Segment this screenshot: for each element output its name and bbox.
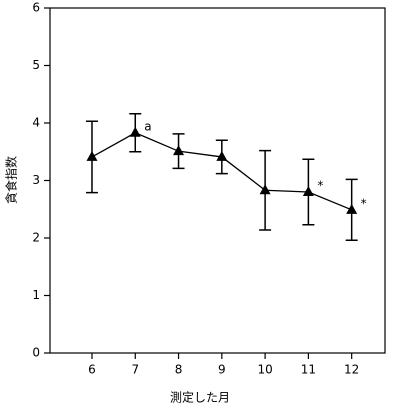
y-tick-label: 6 — [32, 1, 40, 15]
y-tick-label: 0 — [32, 346, 40, 360]
x-tick-label: 10 — [257, 363, 272, 377]
x-tick-label: 6 — [88, 363, 96, 377]
x-tick-label: 8 — [175, 363, 183, 377]
y-tick-label: 1 — [32, 288, 40, 302]
x-axis-label: 測定した月 — [170, 390, 230, 405]
point — [259, 184, 271, 195]
plot-frame — [49, 7, 386, 354]
y-tick-label: 3 — [32, 173, 40, 187]
point — [129, 126, 141, 137]
point — [302, 186, 314, 196]
x-tick-label: 12 — [344, 363, 359, 377]
y-tick-label: 4 — [32, 116, 40, 130]
point — [173, 145, 185, 156]
x-tick-label: 9 — [218, 363, 226, 377]
y-tick-label: 2 — [32, 231, 40, 245]
point — [86, 150, 98, 161]
annotation: * — [317, 179, 323, 193]
x-tick-label: 7 — [131, 363, 139, 377]
x-tick-label: 11 — [301, 363, 316, 377]
y-tick-label: 5 — [32, 58, 40, 72]
annotation: a — [144, 119, 151, 133]
annotation: * — [361, 196, 367, 210]
point — [216, 150, 228, 161]
y-axis-label: 貪食指数 — [4, 156, 19, 204]
point — [346, 203, 358, 214]
